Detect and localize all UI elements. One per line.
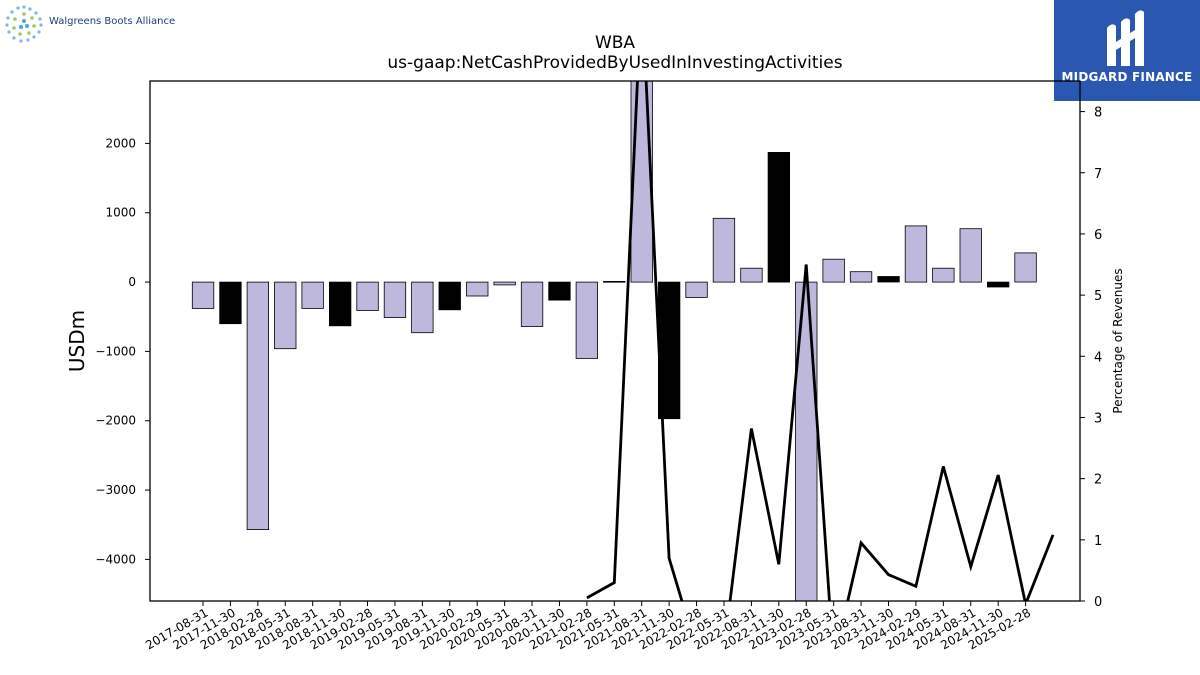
y2-tick-label: 0 — [1094, 595, 1102, 610]
y2-tick-label: 3 — [1094, 411, 1102, 426]
bar-2024-08-31 — [959, 228, 982, 283]
y-tick-label: −3000 — [95, 483, 136, 497]
brand-logo-text: MIDGARD FINANCE — [1061, 70, 1193, 84]
bar-2024-11-30 — [987, 281, 1010, 288]
bar-2021-05-31 — [603, 280, 626, 283]
y-tick-label: −2000 — [95, 414, 136, 428]
bar-2019-08-31 — [411, 281, 434, 334]
bar-2018-05-31 — [274, 281, 297, 350]
bar-2023-08-31 — [849, 271, 873, 283]
bar-2017-11-30 — [219, 281, 242, 325]
bar-2020-02-29 — [466, 281, 489, 297]
y-tick-label: −1000 — [95, 344, 136, 358]
y-tick-label: 0 — [128, 275, 136, 289]
y2-axis-label: Percentage of Revenues — [1111, 268, 1125, 413]
bar-2020-08-31 — [520, 281, 544, 327]
y2-tick-label: 2 — [1094, 473, 1102, 488]
bar-2022-02-28 — [685, 281, 708, 298]
bar-2025-02-28 — [1014, 252, 1037, 283]
bar-2018-08-31 — [301, 281, 324, 309]
bar-2024-05-31 — [932, 267, 955, 283]
bar-2020-11-30 — [548, 281, 571, 301]
midgard-finance-logo: MIDGARD FINANCE — [1054, 0, 1200, 101]
midgard-finance-mark — [1107, 10, 1144, 66]
y-axis-label: USDm — [65, 310, 89, 372]
bar-2019-05-31 — [383, 281, 407, 318]
y-tick-label: 2000 — [105, 136, 136, 150]
percentage-line — [586, 81, 1055, 601]
y-tick-label: −4000 — [95, 552, 136, 566]
bar-2019-11-30 — [438, 281, 461, 311]
bar-2023-05-31 — [822, 258, 845, 283]
y2-tick-label: 6 — [1094, 228, 1102, 243]
bar-2018-02-28 — [246, 281, 270, 531]
bar-2023-11-30 — [877, 276, 900, 283]
chart-title: WBA — [594, 33, 636, 53]
y-tick-label: 1000 — [105, 206, 136, 220]
bar-2022-05-31 — [712, 217, 736, 283]
bar-2018-11-30 — [328, 281, 352, 327]
y2-tick-label: 5 — [1094, 289, 1102, 304]
y2-tick-label: 4 — [1094, 350, 1102, 365]
bar-2019-02-28 — [356, 281, 379, 311]
bar-2022-08-31 — [740, 267, 763, 283]
plot-area — [191, 81, 1055, 601]
bar-2022-11-30 — [767, 151, 790, 283]
y2-tick-label: 8 — [1094, 106, 1102, 121]
y2-tick-label: 1 — [1094, 534, 1102, 549]
y2-tick-label: 7 — [1094, 167, 1102, 182]
company-logo-text: Walgreens Boots Alliance — [49, 16, 176, 27]
company-logo-dots — [5, 5, 43, 43]
bar-2021-02-28 — [575, 281, 598, 359]
walgreens-boots-alliance-logo: Walgreens Boots Alliance — [4, 4, 194, 44]
bar-2017-08-31 — [191, 281, 215, 309]
chart-subtitle: us-gaap:NetCashProvidedByUsedInInvesting… — [387, 53, 843, 73]
bar-2024-02-29 — [904, 225, 928, 283]
plot-frame — [149, 80, 1081, 602]
bar-2020-05-31 — [493, 281, 516, 286]
